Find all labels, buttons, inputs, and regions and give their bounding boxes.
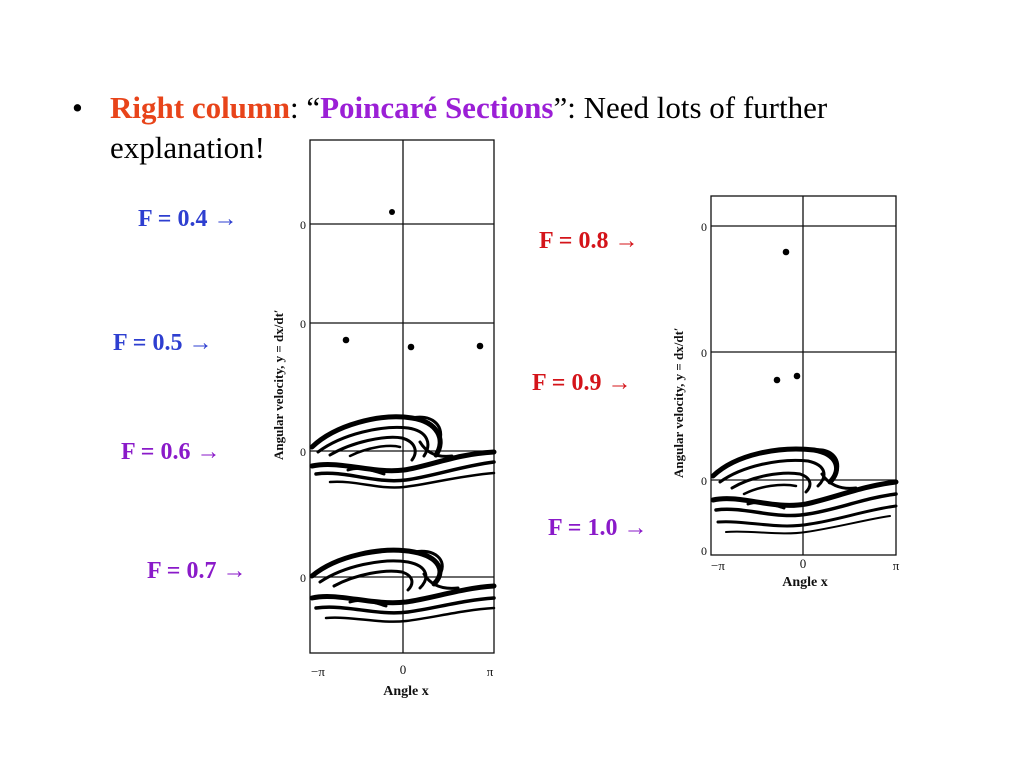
label-f-0-8: F = 0.8 →: [539, 228, 639, 254]
left-xtick-pi: π: [487, 664, 494, 679]
right-x-label: Angle x: [782, 575, 828, 590]
left-panel: [309, 139, 495, 654]
left-x-axis: −π 0 π Angle x: [311, 662, 494, 699]
label-f-0-5: F = 0.5 →: [113, 330, 213, 356]
label-f-1-0: F = 1.0 →: [548, 515, 648, 541]
left-tick-zero-4: 0: [300, 571, 306, 585]
right-xtick-pi: π: [893, 558, 900, 573]
point-f09-a: [773, 376, 781, 384]
label-f-0-9: F = 0.9 →: [532, 370, 632, 396]
attractor-f07: [309, 547, 497, 623]
right-tick-zero-4: 0: [701, 544, 707, 558]
right-tick-zero-2: 0: [701, 346, 707, 360]
bullet-rest: ”: Need lots of further explanation!: [110, 90, 828, 165]
bullet-marker: •: [72, 90, 83, 125]
right-points: [773, 248, 801, 384]
right-tick-zero-1: 0: [701, 220, 707, 234]
attractor-f06: [309, 414, 497, 489]
right-x-axis: −π 0 π Angle x: [711, 556, 900, 590]
point-f09-b: [793, 372, 801, 380]
left-xtick-zero: 0: [400, 662, 407, 677]
right-xtick-minus-pi: −π: [711, 558, 725, 573]
attractor-f10: [710, 446, 899, 535]
point-f05-b: [407, 343, 415, 351]
left-xtick-minus-pi: −π: [311, 664, 325, 679]
point-f04: [389, 209, 395, 215]
left-tick-zero-2: 0: [300, 317, 306, 331]
label-f-0-4: F = 0.4 →: [138, 206, 238, 232]
right-tick-zero-3: 0: [701, 474, 707, 488]
left-tick-zero-3: 0: [300, 445, 306, 459]
left-points: [342, 209, 484, 351]
right-xtick-zero: 0: [800, 556, 807, 571]
left-zero-ticks: 0 0 0 0: [300, 218, 306, 585]
bullet-separator: : “: [290, 90, 321, 125]
left-y-label: Angular velocity, y = dx/dt′: [271, 309, 286, 460]
left-x-label: Angle x: [383, 684, 429, 699]
highlight-poincare-sections: Poincaré Sections: [320, 90, 554, 125]
point-f05-c: [476, 342, 484, 350]
bullet-text: Right column: “Poincaré Sections”: Need …: [110, 88, 910, 168]
right-panel: [710, 195, 897, 556]
label-f-0-6: F = 0.6 →: [121, 439, 221, 465]
right-zero-ticks: 0 0 0 0: [701, 220, 707, 558]
highlight-right-column: Right column: [110, 90, 290, 125]
point-f05-a: [342, 336, 350, 344]
left-tick-zero-1: 0: [300, 218, 306, 232]
right-y-label: Angular velocity, y = dx/dt′: [671, 327, 686, 478]
label-f-0-7: F = 0.7 →: [147, 558, 247, 584]
point-f08: [782, 248, 790, 256]
